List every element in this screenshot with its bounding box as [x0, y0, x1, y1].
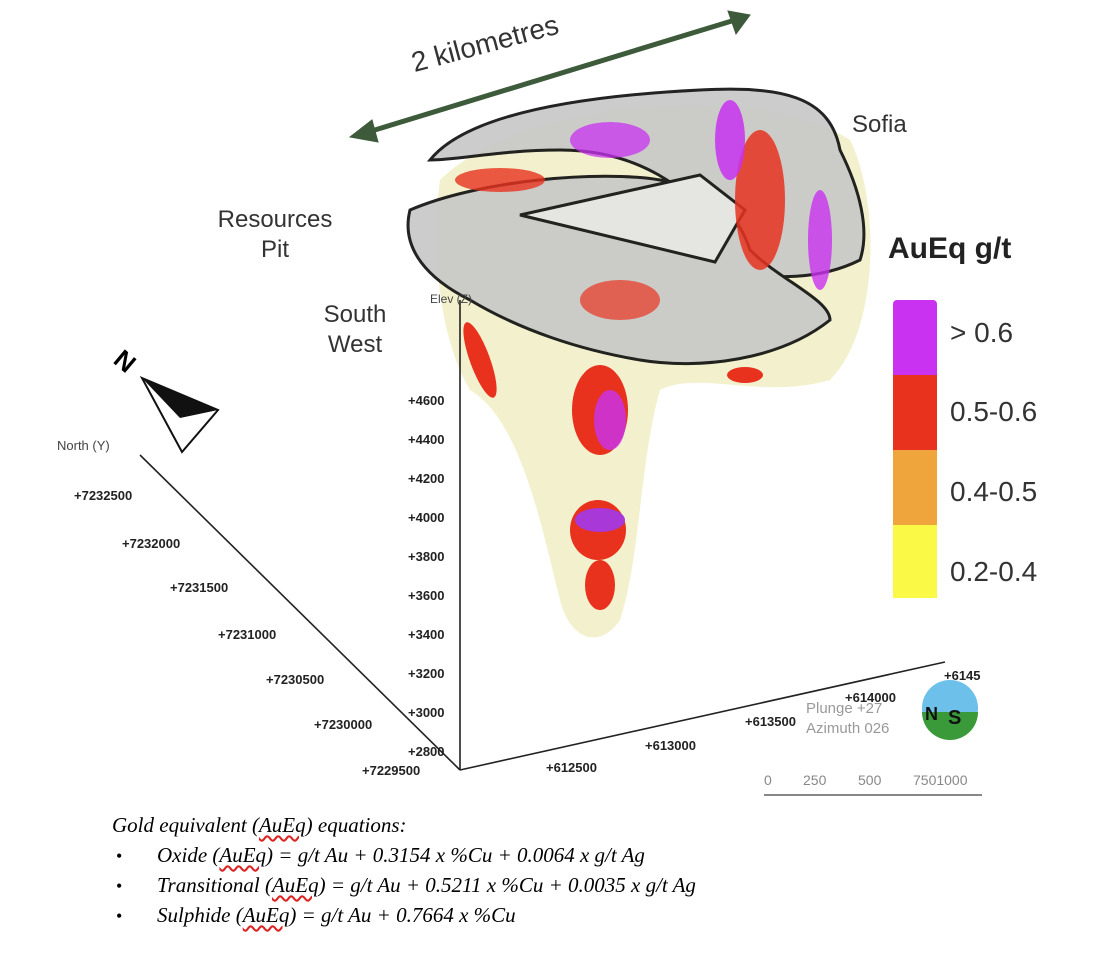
compass-globe-icon: S N	[922, 680, 978, 740]
elevation-axis-label: Elev (Z)	[430, 292, 472, 306]
east-tick: +613000	[645, 738, 696, 753]
label-south-west: South West	[305, 300, 405, 360]
elev-tick: +4400	[408, 432, 445, 447]
north-tick: +7231500	[170, 580, 229, 595]
elev-tick: +4200	[408, 471, 445, 486]
label-line: Pit	[260, 236, 289, 263]
elev-tick: +2800	[408, 744, 445, 759]
svg-text:S: S	[948, 707, 961, 729]
label-line: Resources	[217, 206, 333, 233]
label-resources-pit: Resources Pit	[200, 205, 350, 265]
east-tick: +6145	[944, 668, 981, 683]
legend-label: > 0.6	[950, 317, 1014, 348]
text: ) = g/t Au + 0.7664 x %Cu	[289, 903, 516, 927]
axes	[139, 300, 946, 771]
legend-swatch-red	[893, 375, 937, 450]
legend-swatch-yellow	[893, 525, 937, 598]
plunge-readout: Plunge +27	[806, 700, 883, 717]
elev-tick: +3600	[408, 588, 445, 603]
bullet: •	[116, 876, 123, 896]
equation-oxide: Oxide (AuEq) = g/t Au + 0.3154 x %Cu + 0…	[157, 843, 645, 868]
text: Transitional (	[157, 873, 272, 897]
term: AuEq	[242, 903, 290, 927]
north-tick: +7231000	[218, 627, 277, 642]
azimuth-readout: Azimuth 026	[806, 720, 890, 737]
scale-tick: 0	[764, 772, 772, 788]
legend-swatch-purple	[893, 300, 937, 375]
svg-text:N: N	[108, 344, 142, 379]
text: ) = g/t Au + 0.5211 x %Cu + 0.0035 x g/t…	[318, 873, 696, 897]
elev-tick: +3000	[408, 705, 445, 720]
svg-text:N: N	[925, 704, 938, 724]
label-sofia: Sofia	[852, 111, 907, 138]
text: ) equations:	[305, 813, 407, 837]
text: Sulphide (	[157, 903, 243, 927]
north-tick: +7230000	[314, 717, 373, 732]
text: ) = g/t Au + 0.3154 x %Cu + 0.0064 x g/t…	[266, 843, 645, 867]
term: AuEq	[258, 813, 306, 837]
north-tick: +7232500	[74, 488, 133, 503]
east-tick: +613500	[745, 714, 796, 729]
elev-tick: +3400	[408, 627, 445, 642]
legend-label: 0.4-0.5	[950, 476, 1038, 507]
text: Oxide (	[157, 843, 220, 867]
scale-tick: 7501000	[913, 772, 968, 788]
north-tick: +7230500	[266, 672, 325, 687]
two-km-arrow	[348, 10, 751, 143]
legend-swatch-orange	[893, 450, 937, 525]
label-line: South	[323, 301, 387, 328]
ore-bodies	[455, 100, 832, 610]
term: AuEq	[219, 843, 267, 867]
east-tick: +614000	[845, 690, 896, 705]
text: Gold equivalent (	[112, 813, 259, 837]
equation-sulphide: Sulphide (AuEq) = g/t Au + 0.7664 x %Cu	[157, 903, 516, 928]
east-tick: +612500	[546, 760, 597, 775]
elev-tick: +4600	[408, 393, 445, 408]
term: AuEq	[271, 873, 319, 897]
elev-tick: +4000	[408, 510, 445, 525]
elev-tick: +3200	[408, 666, 445, 681]
north-tick: +7229500	[362, 763, 421, 778]
north-arrow-icon: N	[108, 344, 220, 454]
scale-tick: 250	[803, 772, 827, 788]
label-line: West	[327, 331, 383, 358]
north-tick: +7232000	[122, 536, 181, 551]
equation-transitional: Transitional (AuEq) = g/t Au + 0.5211 x …	[157, 873, 696, 898]
north-axis-label: North (Y)	[57, 438, 110, 453]
bullet: •	[116, 906, 123, 926]
legend-title: AuEq g/t	[888, 232, 1012, 265]
legend-label: 0.2-0.4	[950, 556, 1038, 587]
scale-tick: 500	[858, 772, 882, 788]
legend-label: 0.5-0.6	[950, 396, 1038, 427]
equations-heading: Gold equivalent (AuEq) equations:	[112, 813, 407, 838]
bullet: •	[116, 846, 123, 866]
elev-tick: +3800	[408, 549, 445, 564]
